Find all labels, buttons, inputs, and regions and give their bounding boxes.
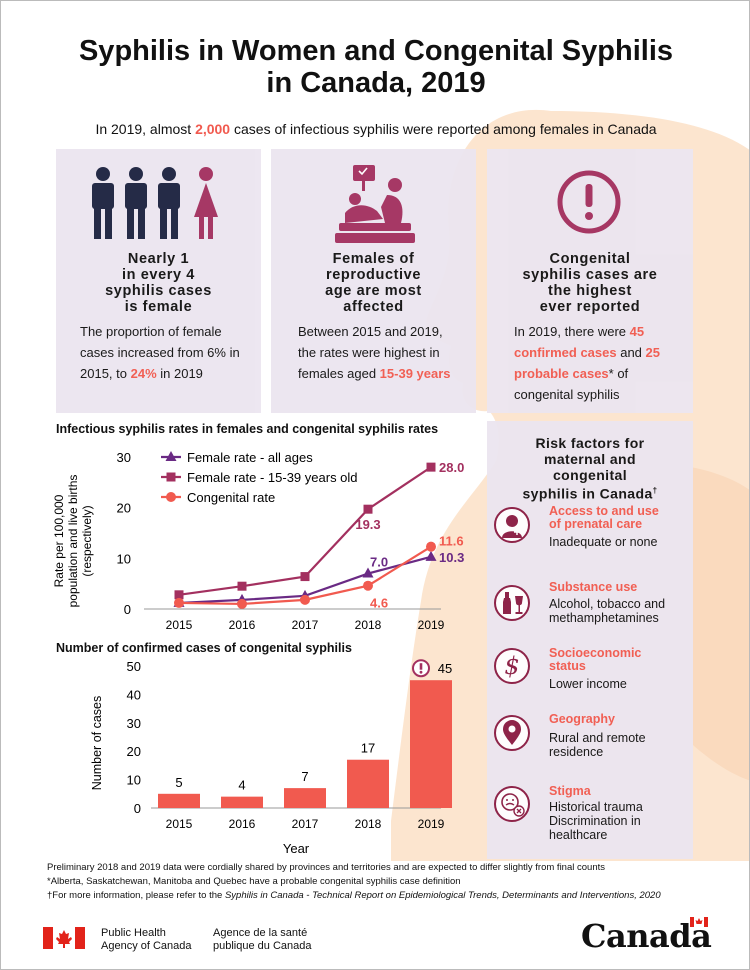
y-tick-label: 0 xyxy=(134,801,141,816)
data-point xyxy=(362,567,374,578)
risk-item-geography: Geography Rural and remote residence xyxy=(549,712,646,760)
bar-chart: 0 10 20 30 40 50 Number of cases 5 2015 4 2016 7 201… xyxy=(90,659,452,856)
legend-marker xyxy=(166,472,176,482)
panel-reproductive-age: Females of reproductive age are most affect… xyxy=(271,149,476,413)
y-axis-label: Rate per 100,000population and live birt… xyxy=(52,475,94,608)
wordmark-flag-icon xyxy=(690,917,708,927)
x-tick-label: 2019 xyxy=(418,618,445,632)
footnotes: Preliminary 2018 and 2019 data were cord… xyxy=(47,862,661,901)
line-chart-title: Infectious syphilis rates in females and… xyxy=(56,422,439,436)
risk-item-prenatal: Access to and use of prenatal care Inadeq… xyxy=(549,504,659,550)
bar-value-label: 17 xyxy=(361,741,375,756)
agency-name-fr: Agence de la santé publique du Canada xyxy=(213,927,312,952)
data-label: 28.0 xyxy=(439,460,464,475)
dollar-icon: $ xyxy=(494,648,530,684)
risk-item-stigma: Stigma Historical trauma Discrimination i… xyxy=(549,784,643,843)
y-tick-label: 0 xyxy=(124,602,131,617)
y-tick-label: 30 xyxy=(117,450,131,465)
subtitle: In 2019, almost 2,000 cases of infectiou… xyxy=(95,121,657,137)
x-tick-label: 2017 xyxy=(292,618,319,632)
panel-female-proportion: Nearly 1 in every 4 syphilis cases is femal… xyxy=(56,149,261,413)
bar xyxy=(284,788,326,808)
data-label: 4.6 xyxy=(370,596,388,611)
x-tick-label: 2016 xyxy=(229,817,256,831)
data-point xyxy=(237,581,247,591)
y-tick-label: 30 xyxy=(127,716,141,731)
location-pin-icon xyxy=(494,715,530,751)
bar-value-label: 45 xyxy=(438,661,452,676)
x-axis-label: Year xyxy=(283,841,310,856)
data-point xyxy=(363,504,373,514)
data-label: 19.3 xyxy=(355,517,380,532)
bar-value-label: 5 xyxy=(175,775,182,790)
risk-factors-title: Risk factors for maternal and congenital sy… xyxy=(522,435,658,502)
data-point xyxy=(363,580,373,591)
alert-icon-bar xyxy=(419,663,423,670)
panel-heading: Females of reproductive age are most affect… xyxy=(325,251,422,315)
x-tick-label: 2018 xyxy=(355,618,382,632)
panel-heading: Nearly 1 in every 4 syphilis cases is femal… xyxy=(105,251,212,315)
x-tick-label: 2017 xyxy=(292,817,319,831)
y-tick-label: 10 xyxy=(127,773,141,788)
y-axis-label: Number of cases xyxy=(90,696,104,790)
bottle-icon xyxy=(494,585,530,621)
panel-congenital-highest: Congenital syphilis cases are the highest e… xyxy=(487,149,693,413)
canada-flag-icon xyxy=(43,927,85,949)
y-tick-label: 50 xyxy=(127,659,141,674)
data-label: 7.0 xyxy=(370,555,388,570)
data-point xyxy=(425,550,437,561)
panel-body: Between 2015 and 2019, the rates were hi… xyxy=(298,324,451,381)
bar-chart-title: Number of confirmed cases of congenital … xyxy=(56,641,352,655)
data-point xyxy=(426,541,436,552)
line-chart: 0 10 20 30 2015 2016 2017 2018 2019 Rate per 100,… xyxy=(52,450,464,632)
y-axis-label-line: (respectively) xyxy=(80,505,94,576)
data-label: 11.6 xyxy=(439,534,464,549)
page-title: Syphilis in Women and Congenital Syphili… xyxy=(78,35,674,99)
y-tick-label: 40 xyxy=(127,687,141,702)
x-tick-label: 2019 xyxy=(418,817,445,831)
legend-label: Female rate - all ages xyxy=(187,450,313,465)
panel-body: In 2019, there were 45 confirmed cases a… xyxy=(514,324,660,402)
data-point xyxy=(426,462,436,472)
bar-value-label: 7 xyxy=(301,769,308,784)
risk-factors-panel: Risk factors for maternal and congenital sy… xyxy=(487,421,693,859)
x-tick-label: 2016 xyxy=(229,618,256,632)
bar xyxy=(158,793,200,808)
y-axis-label-line: Rate per 100,000 xyxy=(52,494,66,587)
exclamation-icon xyxy=(557,170,621,234)
data-label: 10.3 xyxy=(439,550,464,565)
doctor-icon xyxy=(494,507,530,543)
y-tick-label: 20 xyxy=(127,744,141,759)
y-tick-label: 10 xyxy=(117,551,131,566)
data-point xyxy=(174,590,184,600)
people-icon xyxy=(92,167,218,239)
panel-body: The proportion of female cases increased… xyxy=(80,324,240,381)
x-tick-label: 2015 xyxy=(166,618,193,632)
alert-icon-dot xyxy=(419,670,423,674)
risk-item-substance: Substance use Alcohol, tobacco and metham… xyxy=(549,580,666,626)
bar-value-label: 4 xyxy=(238,778,245,793)
legend-marker xyxy=(165,451,177,461)
legend-label: Female rate - 15-39 years old xyxy=(187,470,358,485)
x-tick-label: 2015 xyxy=(166,817,193,831)
y-axis-label-line: population and live births xyxy=(66,475,80,608)
risk-item-socioeconomic: Socioeconomic status Lower income xyxy=(549,646,642,692)
bar xyxy=(347,759,389,808)
panel-heading: Congenital syphilis cases are the highest e… xyxy=(522,251,658,315)
legend-label: Congenital rate xyxy=(187,490,275,505)
x-tick-label: 2018 xyxy=(355,817,382,831)
data-point xyxy=(174,597,184,608)
data-point xyxy=(237,598,247,609)
bar xyxy=(410,680,452,808)
agency-name-en: Public Health Agency of Canada xyxy=(101,927,192,952)
data-point xyxy=(300,594,310,605)
data-point xyxy=(300,572,310,582)
bar xyxy=(221,796,263,808)
y-tick-label: 20 xyxy=(117,501,131,516)
stigma-face-icon xyxy=(494,786,530,822)
ultrasound-icon xyxy=(335,165,415,243)
legend-marker xyxy=(166,492,176,502)
